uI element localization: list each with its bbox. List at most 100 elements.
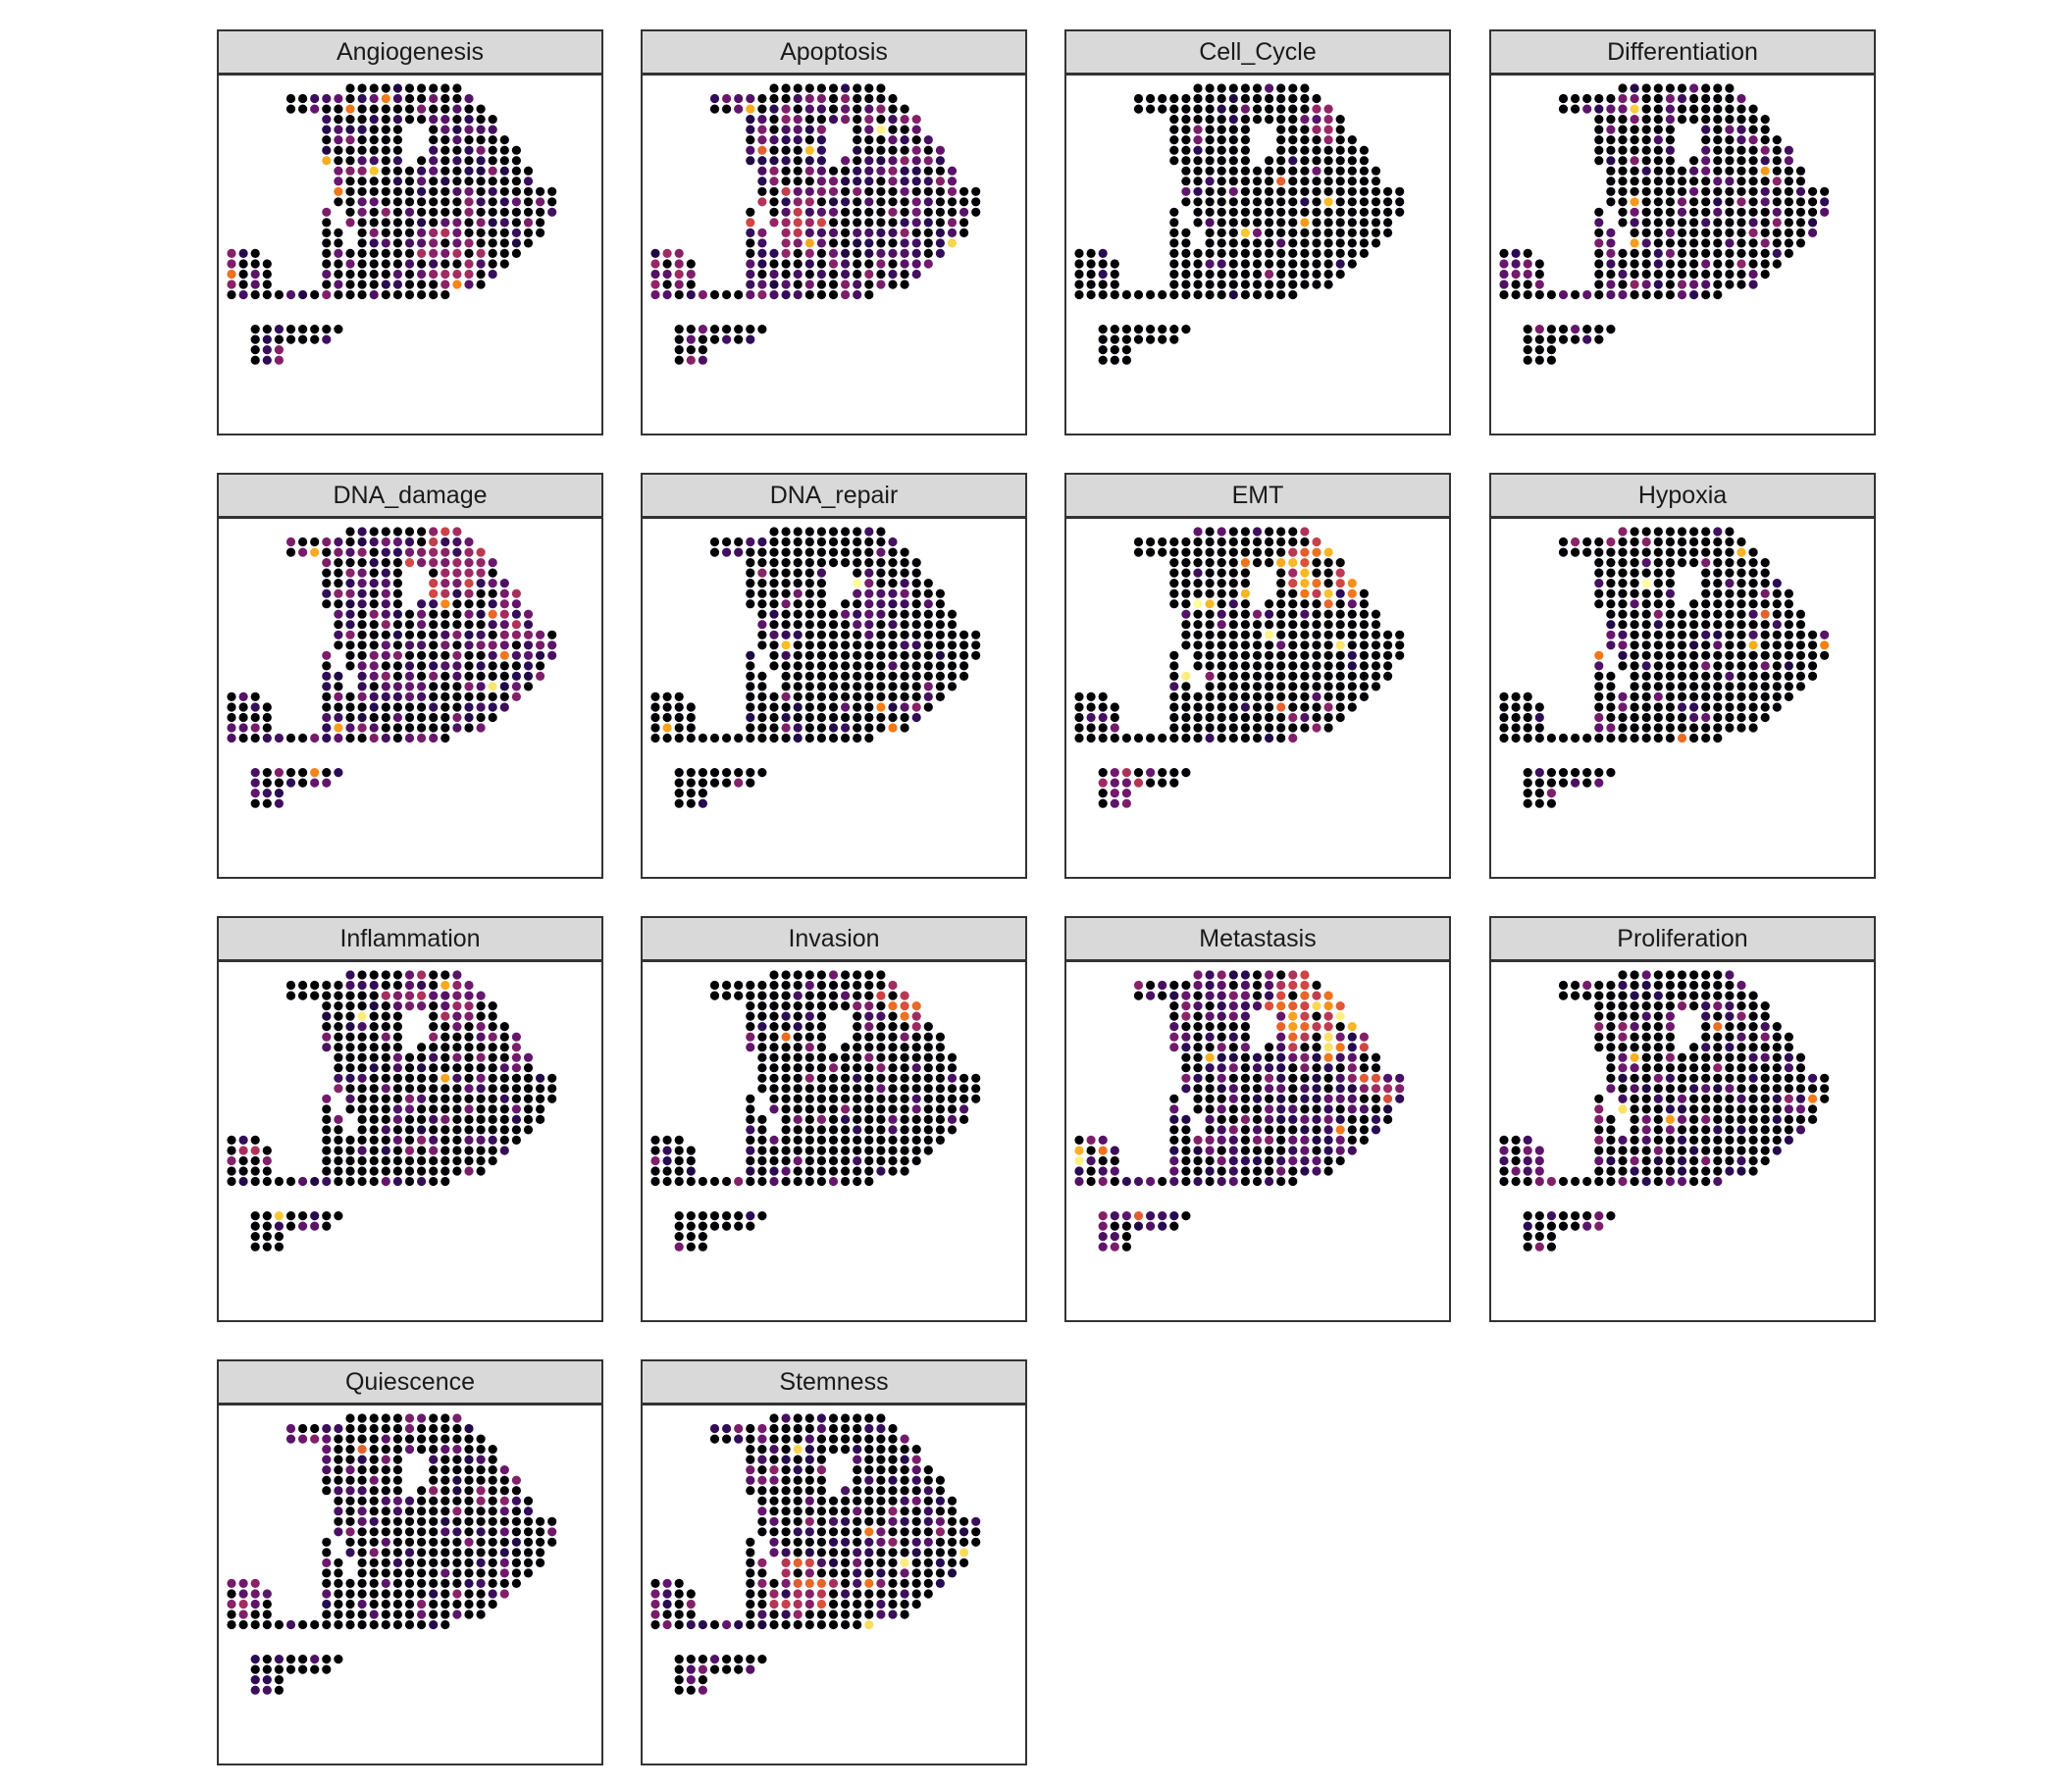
spot bbox=[476, 1486, 486, 1496]
spot bbox=[392, 156, 402, 166]
spot bbox=[1323, 1043, 1333, 1052]
spot bbox=[1772, 259, 1782, 269]
spot bbox=[923, 1032, 933, 1042]
spot bbox=[1618, 980, 1628, 991]
spot bbox=[322, 980, 332, 991]
spot bbox=[1323, 547, 1333, 557]
spot bbox=[357, 547, 367, 557]
spot bbox=[310, 547, 320, 557]
spot bbox=[1713, 723, 1723, 733]
spot bbox=[1193, 970, 1203, 980]
spot bbox=[1252, 1114, 1263, 1124]
spot bbox=[1606, 289, 1616, 300]
spot bbox=[227, 733, 236, 743]
spot bbox=[1110, 1166, 1119, 1176]
spot bbox=[935, 630, 945, 639]
spot bbox=[1594, 1166, 1604, 1176]
spot bbox=[746, 537, 755, 547]
spot bbox=[1594, 325, 1604, 334]
spot bbox=[1713, 1176, 1723, 1187]
spot bbox=[274, 355, 284, 365]
spot bbox=[650, 712, 660, 723]
spot bbox=[357, 228, 367, 237]
spot bbox=[1323, 1125, 1333, 1135]
spot bbox=[1713, 579, 1723, 588]
spot bbox=[1665, 135, 1675, 145]
spot bbox=[1335, 1125, 1345, 1135]
spot bbox=[262, 1589, 272, 1599]
spot bbox=[1606, 768, 1616, 778]
spot bbox=[816, 588, 826, 598]
spot bbox=[1653, 218, 1663, 228]
spot bbox=[1713, 197, 1723, 207]
spot bbox=[1169, 723, 1179, 733]
spot bbox=[392, 218, 402, 228]
spot bbox=[1677, 547, 1687, 557]
spot bbox=[369, 558, 379, 568]
spot bbox=[499, 1073, 509, 1083]
spot bbox=[357, 125, 367, 134]
spot bbox=[404, 1114, 415, 1124]
spot bbox=[536, 640, 545, 650]
spot bbox=[1665, 661, 1675, 671]
spot bbox=[417, 1114, 427, 1124]
spot bbox=[828, 547, 839, 557]
spot bbox=[947, 1104, 958, 1114]
spot bbox=[781, 691, 791, 701]
spot bbox=[888, 671, 898, 681]
spot bbox=[864, 207, 874, 217]
spot bbox=[1760, 207, 1770, 217]
spot bbox=[1288, 599, 1298, 609]
spot bbox=[1760, 579, 1770, 588]
spot bbox=[1665, 115, 1675, 125]
spot bbox=[322, 1655, 332, 1664]
spot bbox=[499, 145, 509, 155]
spot bbox=[841, 970, 851, 980]
spot bbox=[769, 218, 779, 228]
spot bbox=[392, 1465, 402, 1475]
spot bbox=[1228, 723, 1238, 733]
spot bbox=[357, 1568, 367, 1578]
spot bbox=[1725, 186, 1735, 196]
spot bbox=[488, 1104, 497, 1114]
spot bbox=[876, 723, 886, 733]
spot bbox=[345, 1434, 355, 1444]
spot bbox=[1371, 166, 1381, 176]
spot bbox=[1701, 1166, 1711, 1176]
spot bbox=[1276, 115, 1286, 125]
spot bbox=[900, 723, 909, 733]
spot bbox=[1725, 1043, 1735, 1052]
spot bbox=[1323, 691, 1333, 701]
spot bbox=[1618, 177, 1628, 186]
spot bbox=[452, 527, 462, 537]
spot bbox=[1217, 115, 1226, 125]
spot bbox=[876, 1043, 886, 1052]
spot bbox=[429, 599, 439, 609]
spot bbox=[1228, 630, 1238, 639]
spot bbox=[1665, 269, 1675, 280]
spot bbox=[793, 1032, 803, 1042]
facet-title: Hypoxia bbox=[1489, 473, 1876, 518]
spot bbox=[1689, 104, 1699, 114]
spot bbox=[511, 682, 521, 691]
spot bbox=[429, 1155, 439, 1166]
spot bbox=[464, 238, 474, 248]
spot bbox=[959, 197, 969, 207]
spot bbox=[841, 1043, 851, 1052]
spot bbox=[1760, 1001, 1770, 1011]
spot bbox=[392, 579, 402, 588]
spot bbox=[876, 238, 886, 248]
spot bbox=[452, 1610, 462, 1619]
spot bbox=[227, 269, 236, 280]
spot bbox=[1701, 83, 1711, 93]
spot bbox=[369, 712, 379, 723]
spot bbox=[1701, 1155, 1711, 1166]
spot bbox=[452, 1125, 462, 1135]
spot bbox=[404, 1507, 415, 1516]
spot bbox=[1784, 661, 1793, 671]
spot bbox=[381, 712, 390, 723]
spot bbox=[781, 980, 791, 991]
spot bbox=[1653, 269, 1663, 280]
spot bbox=[523, 1568, 534, 1578]
spot bbox=[1713, 991, 1723, 1000]
